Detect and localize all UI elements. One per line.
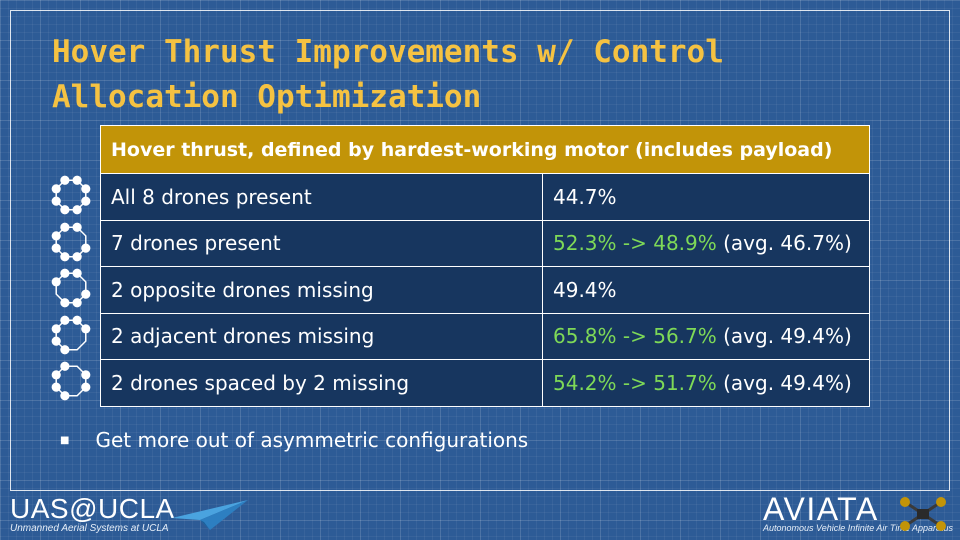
slide-frame <box>10 10 950 491</box>
config-cell: All 8 drones present <box>100 173 543 221</box>
table-row: 2 opposite drones missing 49.4% <box>100 266 870 314</box>
drone-dot <box>51 336 61 346</box>
hover-thrust-table: Hover thrust, defined by hardest-working… <box>100 125 870 407</box>
value-rest: 44.7% <box>553 184 617 209</box>
table-row: 7 drones present 52.3% -> 48.9% (avg. 46… <box>100 219 870 267</box>
config-cell: 2 drones spaced by 2 missing <box>100 359 543 407</box>
drone-dot <box>51 184 61 194</box>
value-cell: 54.2% -> 51.7% (avg. 49.4%) <box>542 359 870 407</box>
bullet-item: ■ Get more out of asymmetric configurati… <box>60 428 528 452</box>
drone-dot <box>81 323 91 333</box>
octagon-outline <box>55 318 87 351</box>
drone-dot <box>51 230 61 240</box>
drone-dot <box>60 315 70 325</box>
drone-dot <box>51 323 61 333</box>
octagon-config-icon <box>51 268 91 308</box>
uas-ucla-tagline: Unmanned Aerial Systems at UCLA <box>10 523 169 534</box>
octagon-config-icon <box>51 175 91 215</box>
drone-dot <box>72 222 82 232</box>
drone-dot <box>51 370 61 380</box>
table-header: Hover thrust, defined by hardest-working… <box>100 125 870 174</box>
drone-dot <box>51 382 61 392</box>
value-cell: 65.8% -> 56.7% (avg. 49.4%) <box>542 312 870 360</box>
drone-dot <box>60 222 70 232</box>
drone-dot <box>81 382 91 392</box>
value-change: 65.8% -> 56.7% <box>553 324 717 349</box>
square-bullet-icon: ■ <box>60 434 70 446</box>
drone-dot <box>81 370 91 380</box>
drone-dot <box>81 289 91 299</box>
uas-ucla-logo-text: UAS@UCLA <box>10 493 175 524</box>
aviata-logo: AVIATA Autonomous Vehicle Infinite Air T… <box>755 491 955 536</box>
drone-dot <box>60 175 70 185</box>
table-row: 2 adjacent drones missing 65.8% -> 56.7%… <box>100 312 870 360</box>
config-cell: 2 adjacent drones missing <box>100 312 543 360</box>
value-rest: (avg. 49.4%) <box>716 324 852 349</box>
table-row: All 8 drones present 44.7% <box>100 173 870 221</box>
value-rest: (avg. 49.4%) <box>716 370 852 395</box>
value-change: 52.3% -> 48.9% <box>553 231 717 256</box>
table-row: 2 drones spaced by 2 missing 54.2% -> 51… <box>100 359 870 407</box>
octagon-config-icon <box>51 315 91 354</box>
drone-dot <box>60 391 70 401</box>
drone-dot <box>60 205 70 215</box>
octagon-config-icon <box>51 222 91 261</box>
drone-dot <box>60 268 70 278</box>
drone-dot <box>51 277 61 287</box>
drone-dot <box>72 315 82 325</box>
drone-dot <box>81 196 91 206</box>
slide-title: Hover Thrust Improvements w/ Control All… <box>52 34 724 115</box>
value-cell: 49.4% <box>542 266 870 314</box>
aviata-tagline: Autonomous Vehicle Infinite Air Time App… <box>763 523 954 533</box>
table-header-row: Hover thrust, defined by hardest-working… <box>100 125 870 174</box>
drone-dot <box>60 298 70 308</box>
drone-dot <box>81 243 91 253</box>
bullet-text: Get more out of asymmetric configuration… <box>95 428 529 452</box>
drone-dot <box>60 251 70 261</box>
drone-dot <box>72 205 82 215</box>
uas-ucla-logo: UAS@UCLA Unmanned Aerial Systems at UCLA <box>10 494 250 536</box>
drone-dot <box>51 196 61 206</box>
octagon-outline <box>55 225 87 258</box>
drone-dot <box>60 361 70 371</box>
drone-dot <box>51 243 61 253</box>
paper-plane-icon <box>172 500 248 530</box>
drone-dot <box>72 251 82 261</box>
drone-dot <box>72 268 82 278</box>
drone-icon <box>900 497 946 531</box>
drone-dot <box>60 344 70 354</box>
config-cell: 7 drones present <box>100 219 543 267</box>
octagon-outline <box>55 365 87 397</box>
value-change: 54.2% -> 51.7% <box>553 370 717 395</box>
config-cell: 2 opposite drones missing <box>100 266 543 314</box>
value-cell: 44.7% <box>542 173 870 221</box>
aviata-logo-text: AVIATA <box>763 491 879 527</box>
drone-dot <box>72 298 82 308</box>
value-cell: 52.3% -> 48.9% (avg. 46.7%) <box>542 219 870 267</box>
drone-dot <box>72 175 82 185</box>
value-rest: 49.4% <box>553 277 617 302</box>
configuration-icons <box>49 173 93 406</box>
octagon-outline <box>55 179 87 211</box>
drone-dot <box>81 184 91 194</box>
value-rest: (avg. 46.7%) <box>716 231 852 256</box>
octagon-outline <box>55 272 87 304</box>
octagon-config-icon <box>51 361 91 401</box>
